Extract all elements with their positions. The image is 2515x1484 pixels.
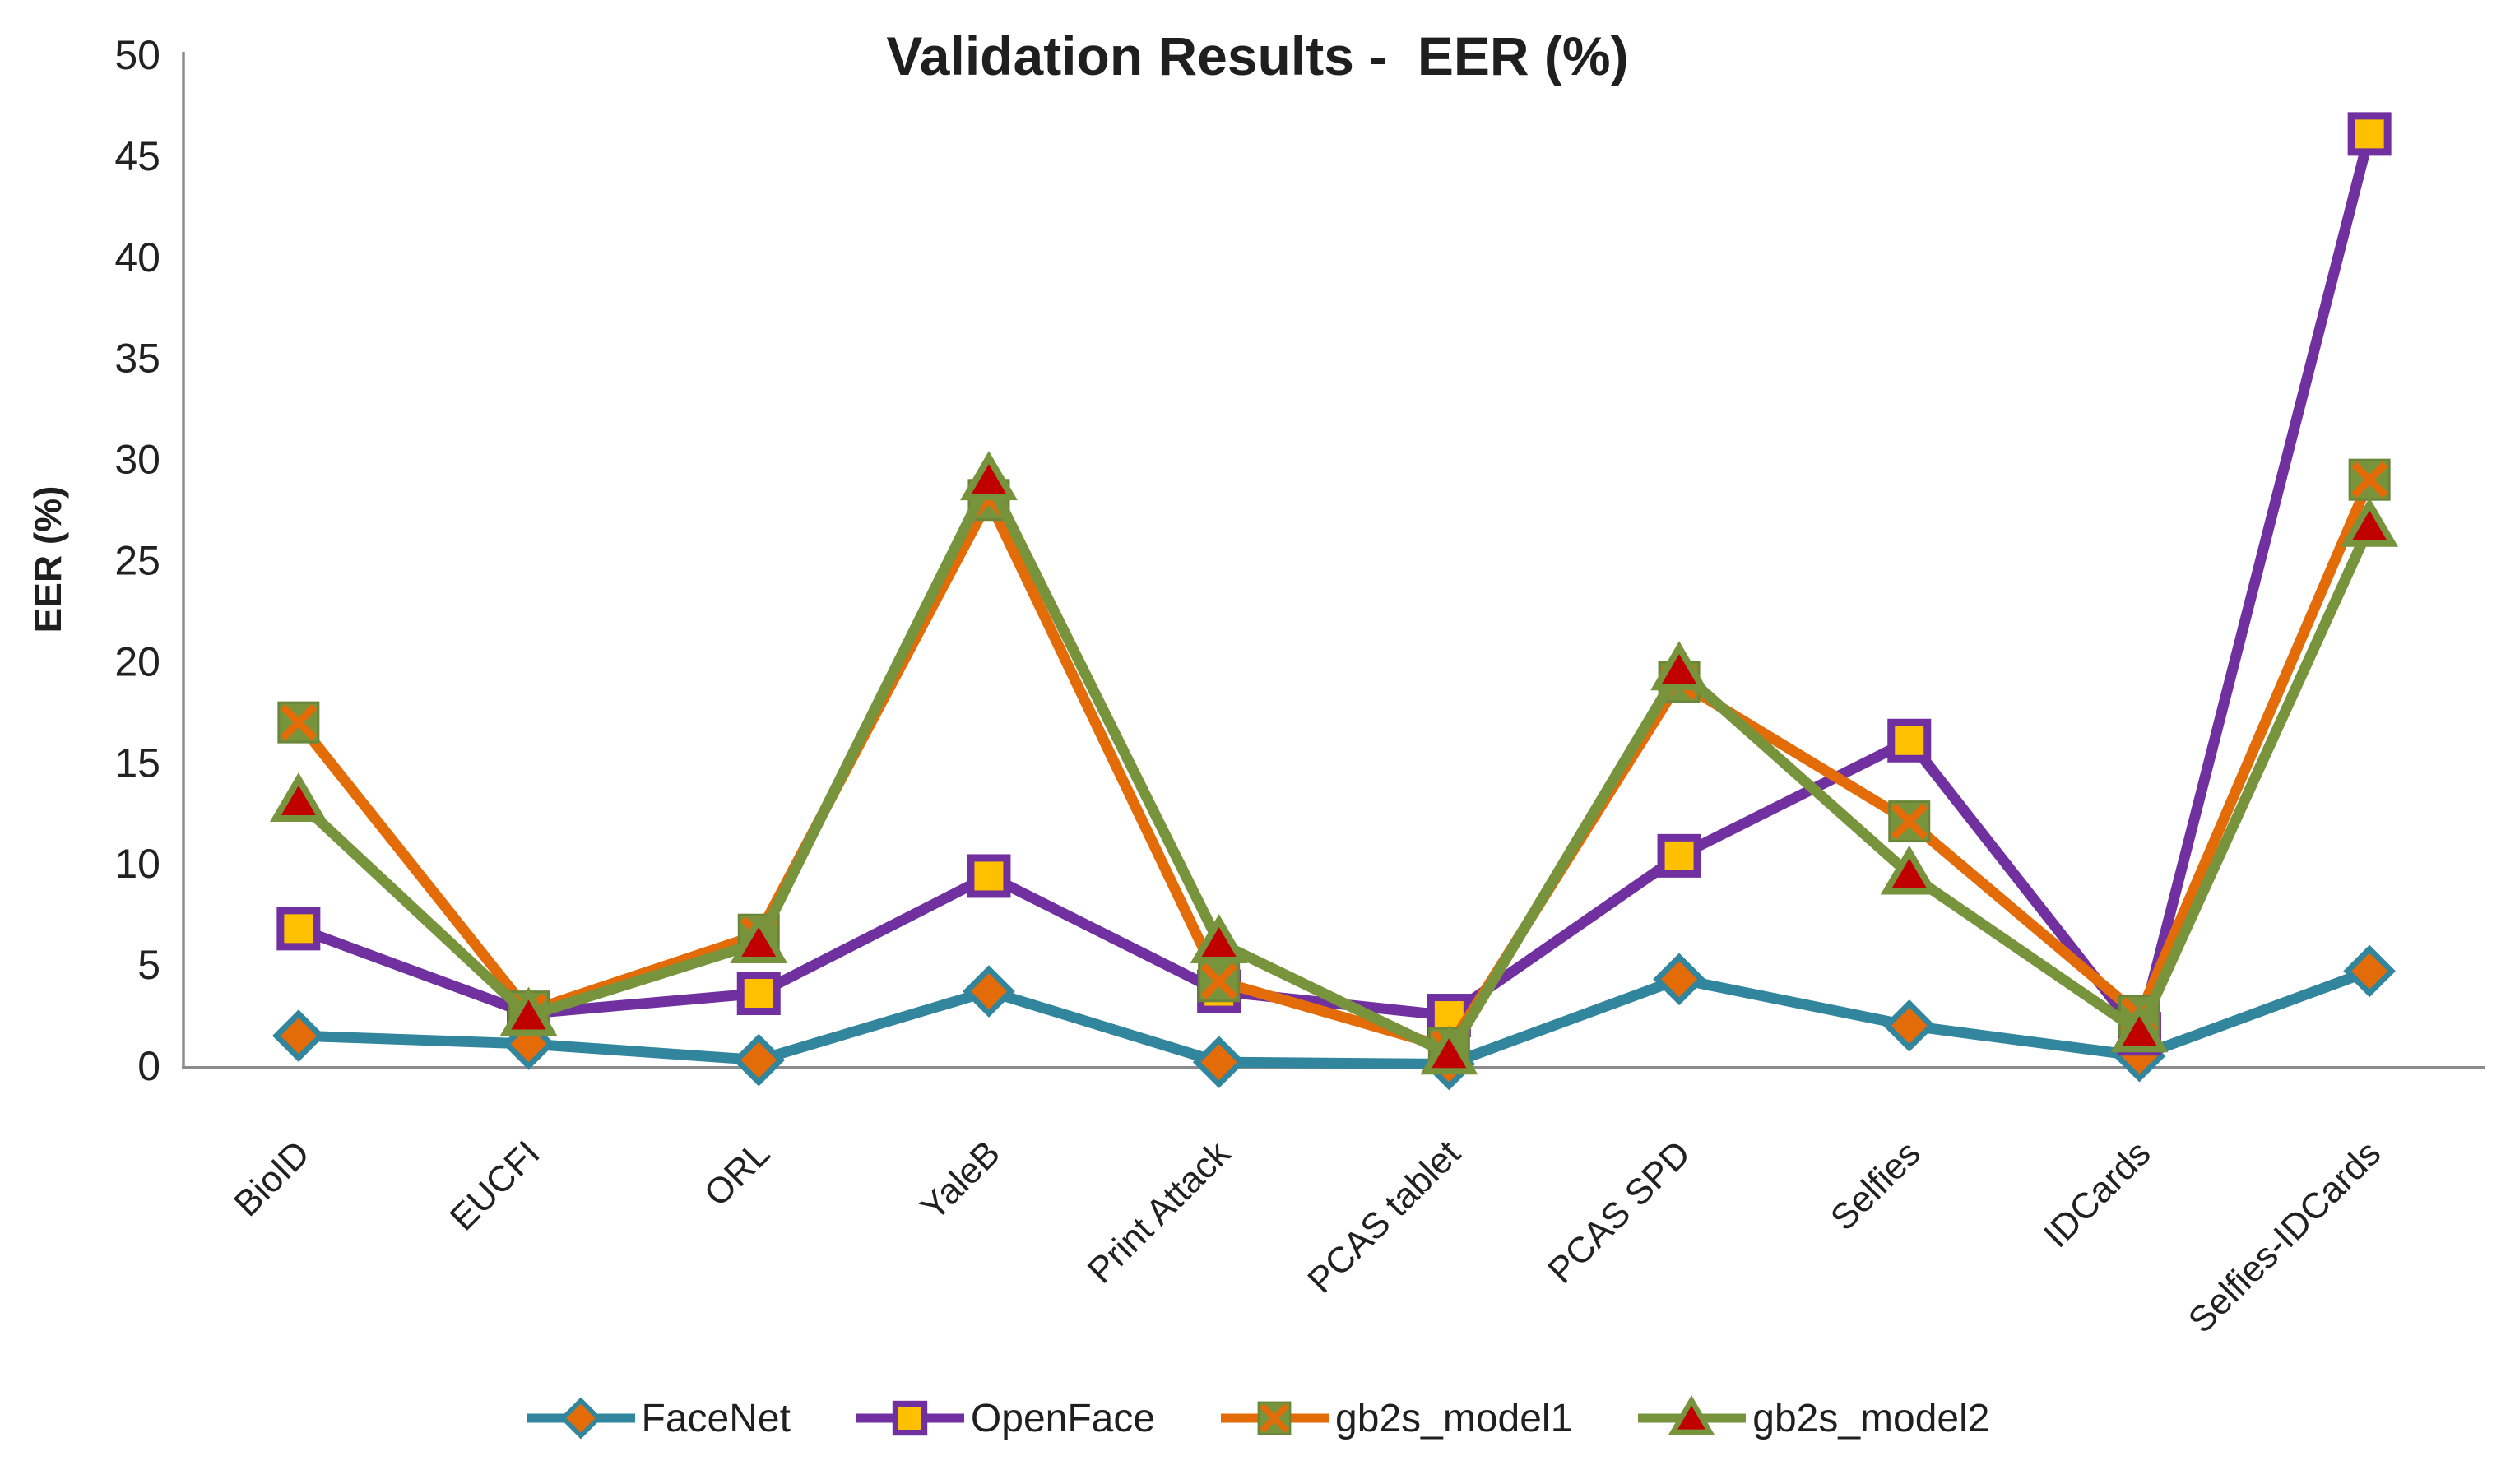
svg-text:45: 45: [114, 133, 160, 179]
svg-text:PCAS tablet: PCAS tablet: [1300, 1133, 1468, 1301]
svg-text:Selfies-IDCards: Selfies-IDCards: [2181, 1133, 2389, 1341]
svg-text:40: 40: [114, 234, 160, 281]
gb2s_model2-legend-marker-icon: [1638, 1395, 1747, 1435]
legend-label: FaceNet: [641, 1396, 791, 1440]
svg-text:EUCFI: EUCFI: [443, 1133, 548, 1238]
facenet-legend-marker-icon: [527, 1397, 635, 1440]
svg-text:35: 35: [114, 336, 160, 382]
svg-text:YaleB: YaleB: [913, 1133, 1008, 1227]
legend-item: gb2s_model2: [1636, 1392, 1989, 1445]
svg-text:20: 20: [114, 638, 160, 684]
legend-label: OpenFace: [970, 1396, 1156, 1440]
gb2s_model1-legend-marker-icon: [1221, 1401, 1329, 1435]
svg-text:15: 15: [114, 740, 160, 786]
svg-text:Selfies: Selfies: [1823, 1133, 1928, 1238]
svg-text:5: 5: [137, 942, 160, 988]
svg-text:0: 0: [137, 1043, 160, 1089]
legend: FaceNet OpenFace gb2s_model1 gb2s_model2: [0, 1392, 2515, 1445]
svg-text:Print Attack: Print Attack: [1080, 1133, 1239, 1292]
chart-title: Validation Results - EER (%): [886, 26, 1629, 86]
openface-legend-marker-icon: [856, 1400, 964, 1436]
svg-text:10: 10: [114, 841, 160, 887]
legend-label: gb2s_model2: [1752, 1396, 1990, 1440]
svg-text:25: 25: [114, 538, 160, 584]
legend-item: gb2s_model1: [1219, 1392, 1572, 1445]
svg-text:ORL: ORL: [697, 1133, 778, 1214]
legend-item: OpenFace: [855, 1392, 1155, 1445]
legend-label: gb2s_model1: [1335, 1396, 1573, 1440]
svg-text:50: 50: [114, 32, 160, 78]
svg-text:BioID: BioID: [226, 1133, 318, 1224]
legend-item: FaceNet: [526, 1392, 791, 1445]
svg-text:30: 30: [114, 437, 160, 483]
svg-text:IDCards: IDCards: [2036, 1133, 2159, 1255]
svg-text:PCAS SPD: PCAS SPD: [1540, 1133, 1698, 1291]
